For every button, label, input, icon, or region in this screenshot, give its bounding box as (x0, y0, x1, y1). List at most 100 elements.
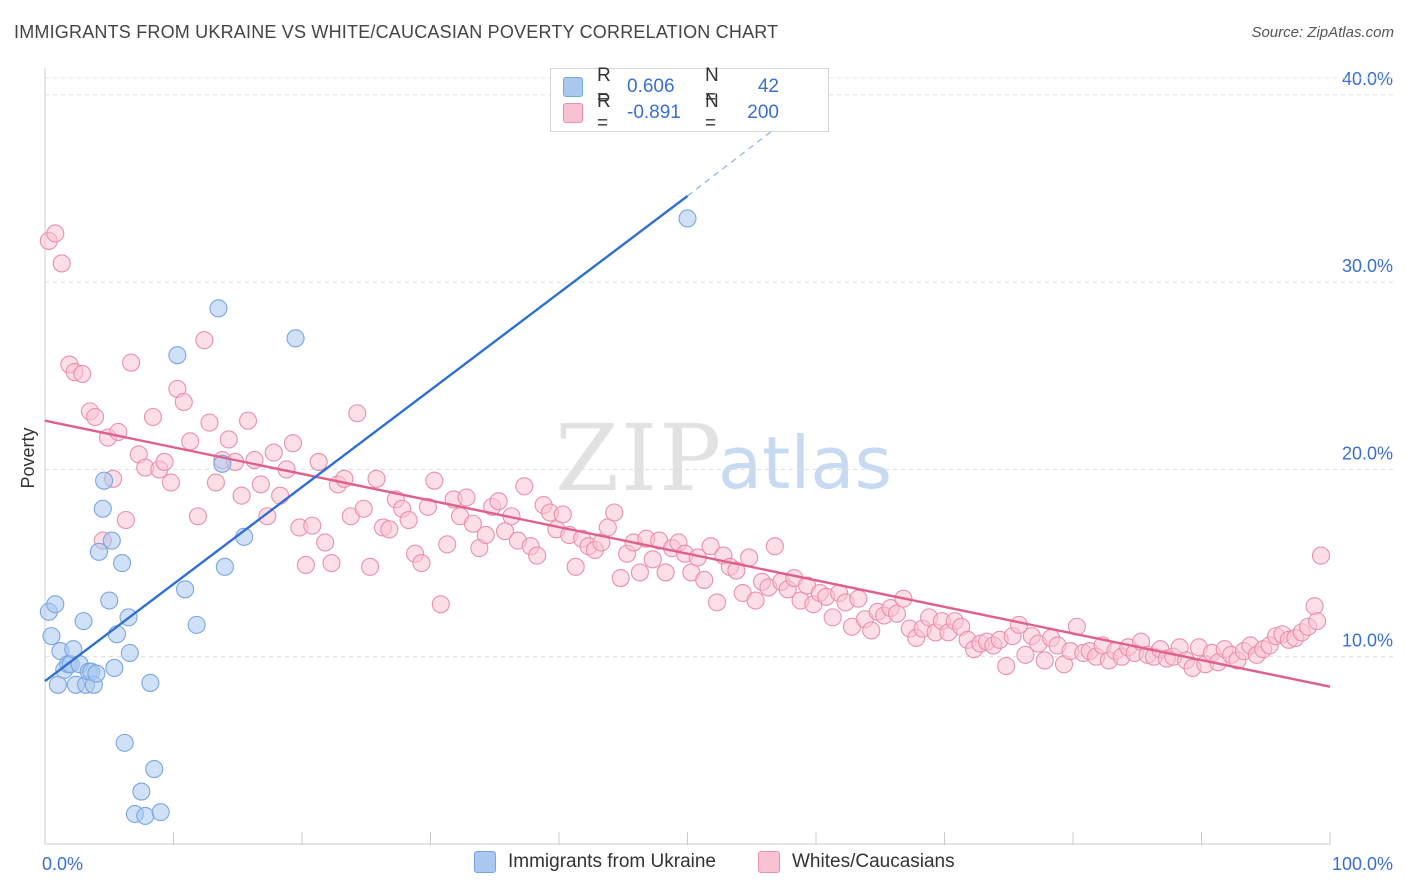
ukraine-trendline (44, 195, 689, 683)
whites-point (188, 507, 207, 526)
whites-point (322, 554, 341, 573)
legend-swatch-whites (563, 103, 583, 123)
whites-point (823, 608, 842, 627)
ukraine-point (678, 209, 697, 228)
legend-r-value: 0.606 (627, 76, 675, 97)
whites-point (431, 595, 450, 614)
ukraine-point (151, 803, 170, 822)
ukraine-point (102, 531, 121, 550)
whites-point (316, 533, 335, 552)
whites-point (232, 486, 251, 505)
whites-point (271, 486, 290, 505)
whites-point (296, 555, 315, 574)
whites-point (380, 520, 399, 539)
ukraine-point (120, 643, 139, 663)
whites-point (46, 224, 65, 243)
whites-point (887, 604, 907, 623)
whites-trendline (44, 419, 1331, 688)
ukraine-point (176, 580, 195, 599)
ukraine-point (209, 299, 228, 318)
series-label-ukraine: Immigrants from Ukraine (508, 851, 716, 872)
series-label-whites: Whites/Caucasians (792, 851, 955, 872)
whites-point (348, 404, 367, 423)
ukraine-point (105, 658, 124, 678)
ukraine-point (115, 733, 134, 752)
whites-point (598, 518, 617, 537)
watermark-zip: ZIP (555, 405, 723, 512)
legend-row-ukraine: R = 0.606 N = 42 (563, 65, 779, 108)
whites-point (86, 407, 105, 427)
legend-n-value: 200 (747, 102, 779, 123)
whites-point (1305, 597, 1324, 616)
whites-point (425, 471, 444, 490)
ukraine-point (141, 673, 160, 692)
whites-point (528, 546, 547, 565)
ukraine-point (132, 782, 151, 801)
whites-point (438, 535, 457, 554)
legend-n-label: N = (705, 65, 719, 108)
whites-point (1308, 612, 1327, 631)
whites-point (251, 475, 270, 494)
whites-point (1035, 651, 1054, 670)
whites-point (354, 499, 373, 518)
whites-point (361, 557, 380, 576)
whites-point (200, 413, 219, 432)
y-tick-label: 30.0% (1342, 256, 1393, 276)
chart-title: IMMIGRANTS FROM UKRAINE VS WHITE/CAUCASI… (14, 22, 779, 42)
whites-point (695, 570, 714, 589)
ukraine-point (136, 806, 155, 825)
whites-point (611, 569, 630, 588)
whites-point (174, 392, 193, 412)
y-tick-label: 40.0% (1342, 69, 1393, 89)
ukraine-point (187, 615, 206, 634)
whites-point (116, 510, 136, 530)
y-axis-label: Poverty (18, 427, 38, 488)
correlation-legend: R = 0.606 N = 42 R = -0.891 N = 200 (550, 65, 829, 134)
x-tick-label-min: 0.0% (42, 854, 83, 874)
ukraine-point (74, 612, 93, 631)
ukraine-point (48, 675, 67, 694)
ukraine-point (87, 664, 106, 683)
series-legend-whites: Whites/Caucasians (758, 851, 955, 873)
whites-point (495, 522, 515, 541)
whites-point (418, 497, 437, 516)
legend-row-whites: R = -0.891 N = 200 (563, 91, 779, 134)
whites-point (463, 514, 482, 533)
whites-point (181, 432, 200, 451)
ukraine-point (64, 640, 83, 659)
legend-r-value: -0.891 (627, 102, 681, 123)
ukraine-point (89, 542, 109, 561)
whites-point (489, 492, 508, 511)
whites-point (553, 505, 572, 524)
whites-point (515, 477, 534, 496)
whites-point (1016, 645, 1035, 664)
whites-point (566, 557, 585, 576)
source-label: Source: ZipAtlas.com (1251, 24, 1394, 41)
whites-point (52, 254, 71, 273)
whites-point (399, 510, 418, 530)
legend-r-label: R = (597, 65, 611, 108)
whites-point (303, 516, 322, 535)
ukraine-point (286, 329, 305, 348)
whites-point (656, 563, 675, 582)
whites-point (283, 434, 303, 453)
whites-point (238, 411, 258, 430)
ukraine-trendline-extension (687, 126, 778, 197)
whites-point (708, 593, 727, 612)
ukraine-point (113, 554, 132, 573)
whites-point (1311, 546, 1331, 565)
ukraine-point (42, 627, 61, 646)
ukraine-point (213, 454, 232, 473)
whites-point (476, 525, 495, 545)
ukraine-point (215, 557, 234, 576)
legend-swatch-ukraine (563, 77, 583, 97)
whites-point (765, 537, 784, 556)
whites-point (701, 537, 720, 556)
whites-point (740, 548, 759, 567)
series-swatch-ukraine (474, 851, 496, 873)
ukraine-point (145, 760, 164, 779)
whites-point (73, 364, 92, 383)
watermark-atlas: atlas (718, 421, 892, 505)
ukraine-point (168, 346, 187, 365)
